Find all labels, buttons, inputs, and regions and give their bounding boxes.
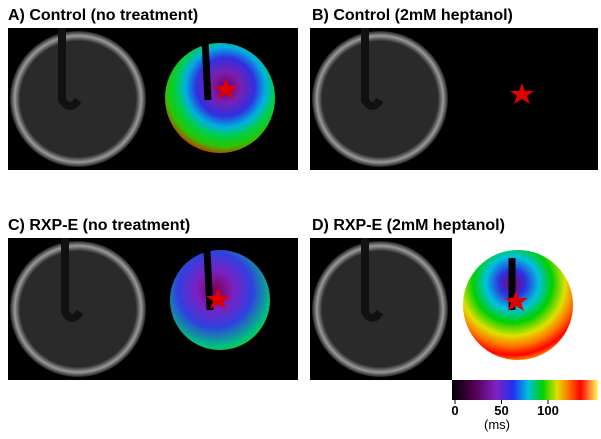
- star: [510, 83, 534, 104]
- dish-photo: [10, 241, 146, 377]
- dish-photo: [312, 241, 448, 377]
- tick-label: 100: [537, 403, 559, 418]
- electrode: [361, 238, 384, 322]
- electrode: [201, 39, 212, 101]
- dish-photo: [312, 31, 448, 167]
- electrode: [61, 238, 84, 322]
- electrode: [58, 28, 82, 110]
- star: [214, 78, 238, 99]
- dish-photo: [10, 31, 146, 167]
- panel-title: B) Control (2mM heptanol): [312, 7, 513, 24]
- star: [504, 290, 528, 311]
- electrode: [361, 28, 384, 110]
- colorbar: [452, 380, 598, 400]
- tick-label: 0: [451, 403, 458, 418]
- colorbar-unit: (ms): [484, 417, 510, 432]
- panel-title: A) Control (no treatment): [8, 7, 198, 24]
- star: [206, 288, 230, 309]
- colorbar-ticks: 0 50 100: [451, 400, 559, 418]
- activation-map: [165, 43, 275, 153]
- panel-title: D) RXP-E (2mM heptanol): [312, 217, 505, 234]
- tick-label: 50: [494, 403, 508, 418]
- electrode: [203, 249, 214, 311]
- panel-title: C) RXP-E (no treatment): [8, 217, 190, 234]
